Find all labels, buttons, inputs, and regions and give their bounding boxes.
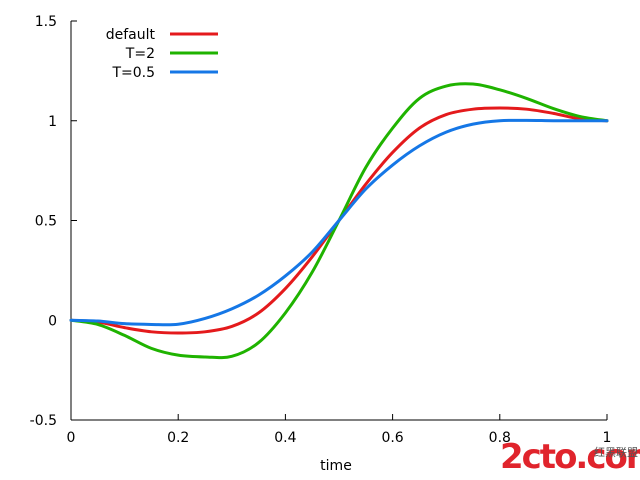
- watermark-logo: 2cto.com 红黑联盟: [500, 437, 640, 477]
- watermark-logo-text: 2cto.com: [500, 437, 640, 477]
- legend: default T=2 T=0.5: [106, 27, 218, 81]
- x-tick-label: 0.2: [167, 430, 189, 446]
- x-tick-label: 0.8: [489, 430, 511, 446]
- y-tick-label: 0.5: [35, 214, 57, 230]
- series-line-3: [69, 118, 609, 327]
- x-tick-label: 0.6: [381, 430, 403, 446]
- y-tick-label: 1: [48, 114, 57, 130]
- y-tick-label: 1.5: [35, 14, 57, 30]
- series-layer: [69, 82, 609, 360]
- legend-label: default: [106, 27, 156, 43]
- x-tick-label: 0.4: [274, 430, 296, 446]
- x-tick-label: 0: [67, 430, 76, 446]
- y-tick-label: 0: [48, 313, 57, 329]
- legend-label: T=2: [125, 46, 155, 62]
- legend-label: T=0.5: [111, 65, 155, 81]
- y-ticks: -0.5 0 0.5 1 1.5: [30, 14, 77, 429]
- x-axis-label: time: [320, 458, 352, 474]
- x-ticks: 0 0.2 0.4 0.6 0.8 1: [67, 414, 612, 446]
- watermark-side-text: 红黑联盟: [594, 446, 638, 459]
- x-tick-label: 1: [603, 430, 612, 446]
- y-tick-label: -0.5: [30, 413, 57, 429]
